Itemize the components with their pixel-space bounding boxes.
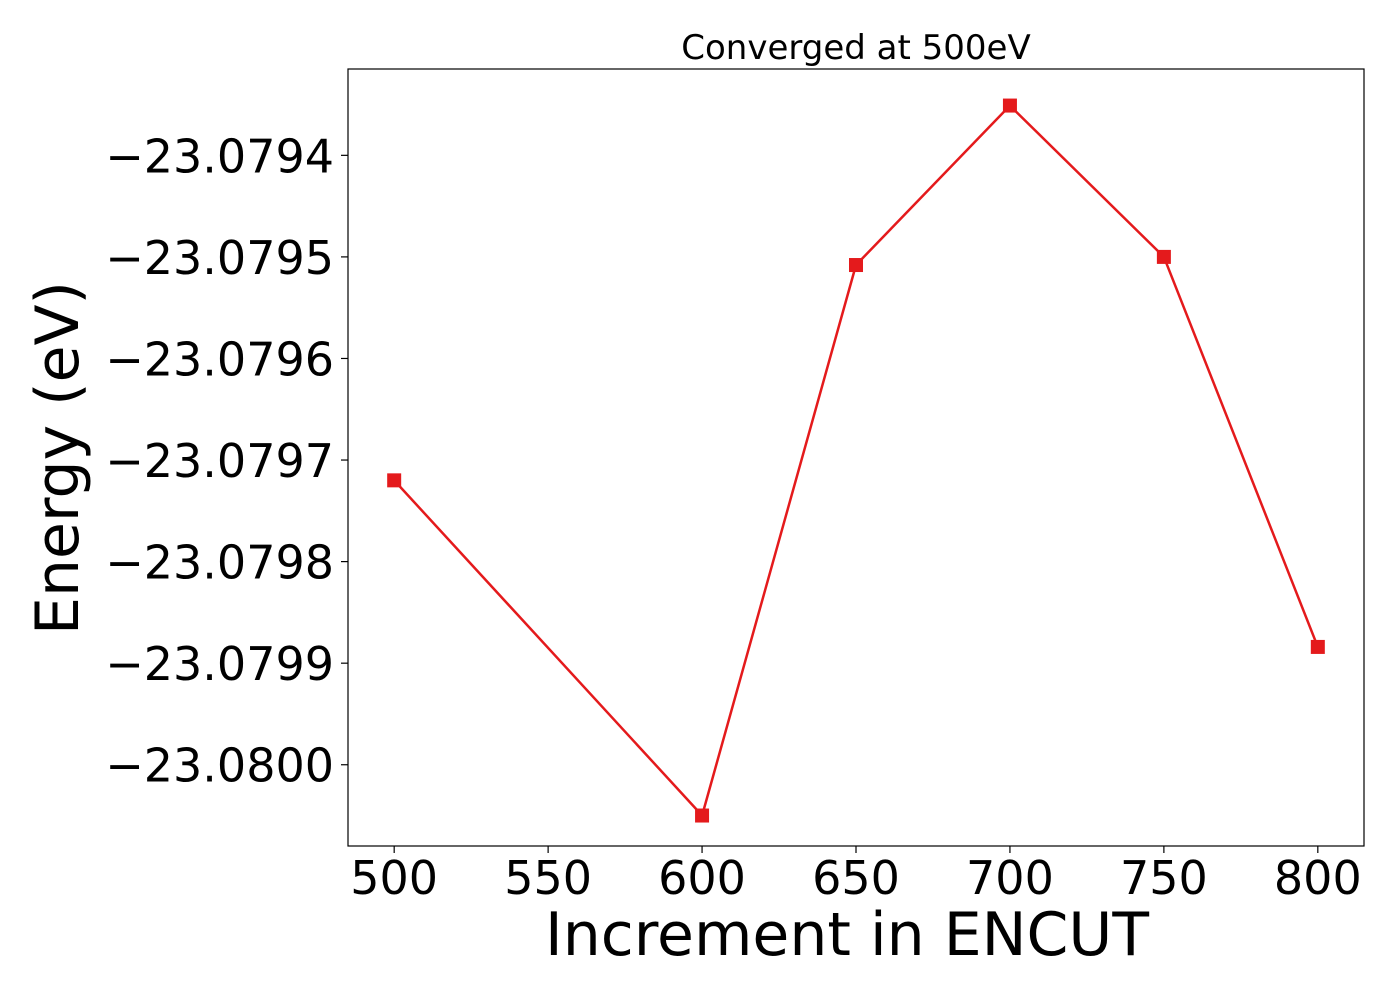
x-tick-label: 550 (504, 851, 592, 905)
x-tick-label: 500 (350, 851, 438, 905)
y-tick-label: −23.0794 (105, 129, 334, 183)
x-axis-label: Increment in ENCUT (545, 900, 1149, 970)
data-point-marker (1156, 249, 1171, 264)
series-line (393, 104, 1319, 817)
y-axis-ticks: −23.0794 −23.0795 −23.0796 −23.0797 −23.0798… (105, 129, 348, 793)
y-tick-label: −23.0797 (105, 434, 334, 488)
x-tick-label: 750 (1120, 851, 1208, 905)
data-point-marker (849, 258, 863, 273)
data-point-marker (1310, 639, 1325, 654)
x-tick-label: 800 (1274, 851, 1362, 905)
y-tick-label: −23.0799 (105, 637, 334, 691)
data-point-marker (387, 473, 402, 488)
y-tick-label: −23.0800 (105, 739, 334, 793)
data-series (387, 98, 1325, 823)
y-tick-label: −23.0795 (105, 231, 334, 285)
x-tick-label: 700 (966, 851, 1054, 905)
data-point-marker (1002, 98, 1017, 113)
plot-area-frame (347, 68, 1365, 847)
y-axis-label: Energy (eV) (23, 281, 93, 635)
y-tick-label: −23.0796 (105, 332, 334, 386)
x-tick-label: 600 (658, 851, 746, 905)
x-tick-label: 650 (812, 851, 900, 905)
chart-title: Converged at 500eV (681, 28, 1030, 68)
data-point-marker (695, 808, 710, 823)
x-axis-ticks: 500 550 600 650 700 750 800 (350, 846, 1362, 905)
y-tick-label: −23.0798 (105, 536, 334, 590)
